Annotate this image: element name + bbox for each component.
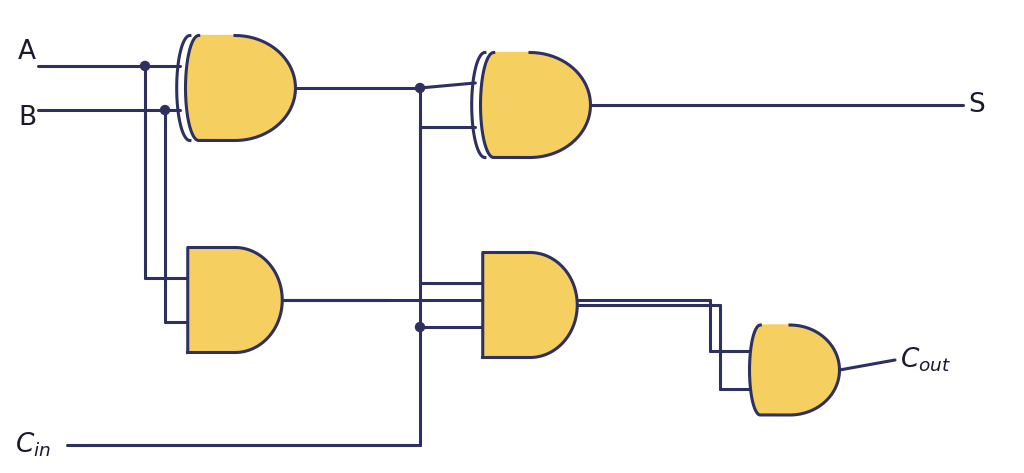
Polygon shape [750, 325, 840, 415]
Circle shape [140, 61, 150, 70]
Text: S: S [968, 92, 985, 118]
Text: A: A [18, 39, 36, 65]
Circle shape [416, 84, 425, 93]
Text: $C_{in}$: $C_{in}$ [15, 431, 51, 459]
Text: $C_{out}$: $C_{out}$ [900, 346, 951, 374]
Circle shape [416, 323, 425, 332]
Text: B: B [18, 105, 36, 131]
Polygon shape [187, 247, 283, 352]
Polygon shape [185, 35, 296, 140]
Polygon shape [480, 53, 591, 158]
Polygon shape [482, 253, 578, 358]
Circle shape [161, 105, 170, 114]
